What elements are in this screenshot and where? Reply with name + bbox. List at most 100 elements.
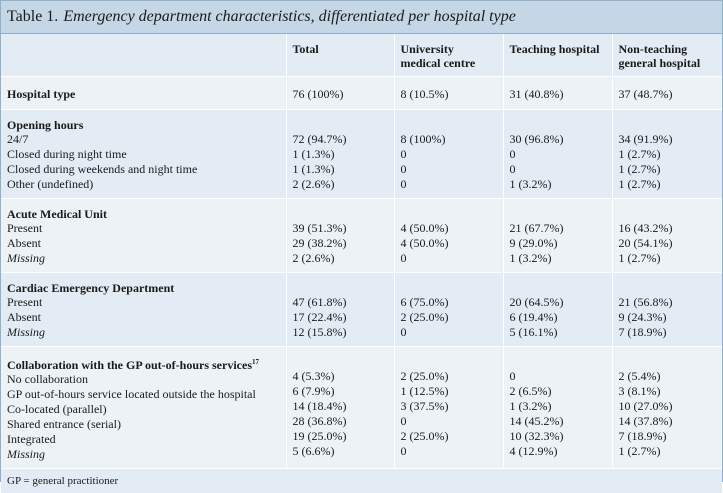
row-label: Missing	[7, 447, 280, 462]
table-number: Table 1.	[7, 8, 58, 26]
cell: 4 (12.9%)	[510, 444, 606, 459]
cell: 1 (2.7%)	[619, 444, 717, 459]
cell: 39 (51.3%)	[293, 221, 388, 236]
cell: 29 (38.2%)	[293, 236, 388, 251]
cell: 4 (50.0%)	[401, 236, 497, 251]
cell: 1 (1.3%)	[293, 162, 388, 177]
row-label: Closed during night time	[7, 147, 280, 162]
cell: 2 (6.5%)	[510, 384, 606, 399]
table-row: Hospital type 76 (100%) 8 (10.5%) 31 (40…	[1, 77, 722, 110]
cell: 1 (3.2%)	[510, 399, 606, 414]
header-non-teaching: Non-teaching general hospital	[612, 34, 722, 77]
cell: 0	[401, 251, 497, 266]
cell: 5 (16.1%)	[510, 325, 606, 340]
row-label: Missing	[7, 251, 280, 266]
cell: 72 (94.7%)	[293, 132, 388, 147]
cell: 0	[401, 162, 497, 177]
cell: 28 (36.8%)	[293, 414, 388, 429]
cell: 10 (27.0%)	[619, 399, 717, 414]
footnote: GP = general practitioner	[1, 469, 722, 493]
cell: 31 (40.8%)	[503, 77, 612, 110]
cell: 2 (25.0%)	[401, 369, 497, 384]
cell: 6 (19.4%)	[510, 310, 606, 325]
cell: 20 (64.5%)	[510, 295, 606, 310]
footnote-ref: 17	[252, 358, 259, 366]
row-label: Absent	[7, 310, 280, 325]
cell: 1 (3.2%)	[510, 251, 606, 266]
cell: 0	[401, 147, 497, 162]
row-label: Closed during weekends and night time	[7, 162, 280, 177]
cell: 34 (91.9%)	[619, 132, 717, 147]
cell: 0	[401, 177, 497, 192]
cell: 14 (45.2%)	[510, 414, 606, 429]
cell: 1 (3.2%)	[510, 177, 606, 192]
cell: 9 (29.0%)	[510, 236, 606, 251]
cell: 1 (1.3%)	[293, 147, 388, 162]
group-title: Cardiac Emergency Department	[7, 281, 280, 295]
group-gp-collaboration: Collaboration with the GP out-of-hours s…	[1, 347, 722, 469]
header-row: Total University medical centre Teaching…	[1, 34, 722, 77]
cell: 3 (37.5%)	[401, 399, 497, 414]
row-label: Shared entrance (serial)	[7, 417, 280, 432]
group-title: Acute Medical Unit	[7, 207, 280, 221]
cell: 4 (50.0%)	[401, 221, 497, 236]
cell: 2 (5.4%)	[619, 369, 717, 384]
cell: 16 (43.2%)	[619, 221, 717, 236]
table-title: Table 1. Emergency department characteri…	[1, 1, 722, 34]
cell: 30 (96.8%)	[510, 132, 606, 147]
cell: 2 (2.6%)	[293, 251, 388, 266]
cell: 1 (2.7%)	[619, 251, 717, 266]
group-title: Opening hours	[7, 118, 280, 132]
group-opening-hours: Opening hours 24/7 Closed during night t…	[1, 110, 722, 199]
row-label: Hospital type	[1, 77, 286, 110]
cell: 14 (18.4%)	[293, 399, 388, 414]
cell: 2 (25.0%)	[401, 429, 497, 444]
cell: 3 (8.1%)	[619, 384, 717, 399]
header-total: Total	[286, 34, 394, 77]
cell: 21 (67.7%)	[510, 221, 606, 236]
cell: 0	[510, 369, 606, 384]
footnote-row: GP = general practitioner	[1, 469, 722, 493]
header-empty	[1, 34, 286, 77]
cell: 8 (10.5%)	[394, 77, 503, 110]
cell: 19 (25.0%)	[293, 429, 388, 444]
header-teaching: Teaching hospital	[503, 34, 612, 77]
row-label: No collaboration	[7, 372, 280, 387]
cell: 9 (24.3%)	[619, 310, 717, 325]
cell: 20 (54.1%)	[619, 236, 717, 251]
group-acute-medical-unit: Acute Medical Unit Present Absent Missin…	[1, 199, 722, 273]
cell: 0	[510, 147, 606, 162]
cell: 1 (2.7%)	[619, 162, 717, 177]
cell: 0	[401, 444, 497, 459]
cell: 1 (12.5%)	[401, 384, 497, 399]
row-label: Co-located (parallel)	[7, 402, 280, 417]
cell: 2 (25.0%)	[401, 310, 497, 325]
cell: 12 (15.8%)	[293, 325, 388, 340]
row-label: Integrated	[7, 432, 280, 447]
cell: 1 (2.7%)	[619, 177, 717, 192]
cell: 7 (18.9%)	[619, 325, 717, 340]
cell: 1 (2.7%)	[619, 147, 717, 162]
cell: 2 (2.6%)	[293, 177, 388, 192]
cell: 47 (61.8%)	[293, 295, 388, 310]
row-label: Present	[7, 295, 280, 310]
characteristics-table: Total University medical centre Teaching…	[1, 34, 722, 493]
cell: 0	[401, 325, 497, 340]
cell: 8 (100%)	[401, 132, 497, 147]
cell: 6 (75.0%)	[401, 295, 497, 310]
cell: 37 (48.7%)	[612, 77, 722, 110]
row-label: 24/7	[7, 132, 280, 147]
cell: 0	[510, 162, 606, 177]
row-label: Missing	[7, 325, 280, 340]
row-label: Present	[7, 221, 280, 236]
cell: 76 (100%)	[286, 77, 394, 110]
row-label: Other (undefined)	[7, 177, 280, 192]
row-label: GP out-of-hours service located outside …	[7, 387, 280, 402]
cell: 7 (18.9%)	[619, 429, 717, 444]
cell: 0	[401, 414, 497, 429]
row-label: Absent	[7, 236, 280, 251]
cell: 5 (6.6%)	[293, 444, 388, 459]
table-caption: Emergency department characteristics, di…	[63, 8, 515, 26]
group-cardiac-ed: Cardiac Emergency Department Present Abs…	[1, 273, 722, 347]
cell: 10 (32.3%)	[510, 429, 606, 444]
